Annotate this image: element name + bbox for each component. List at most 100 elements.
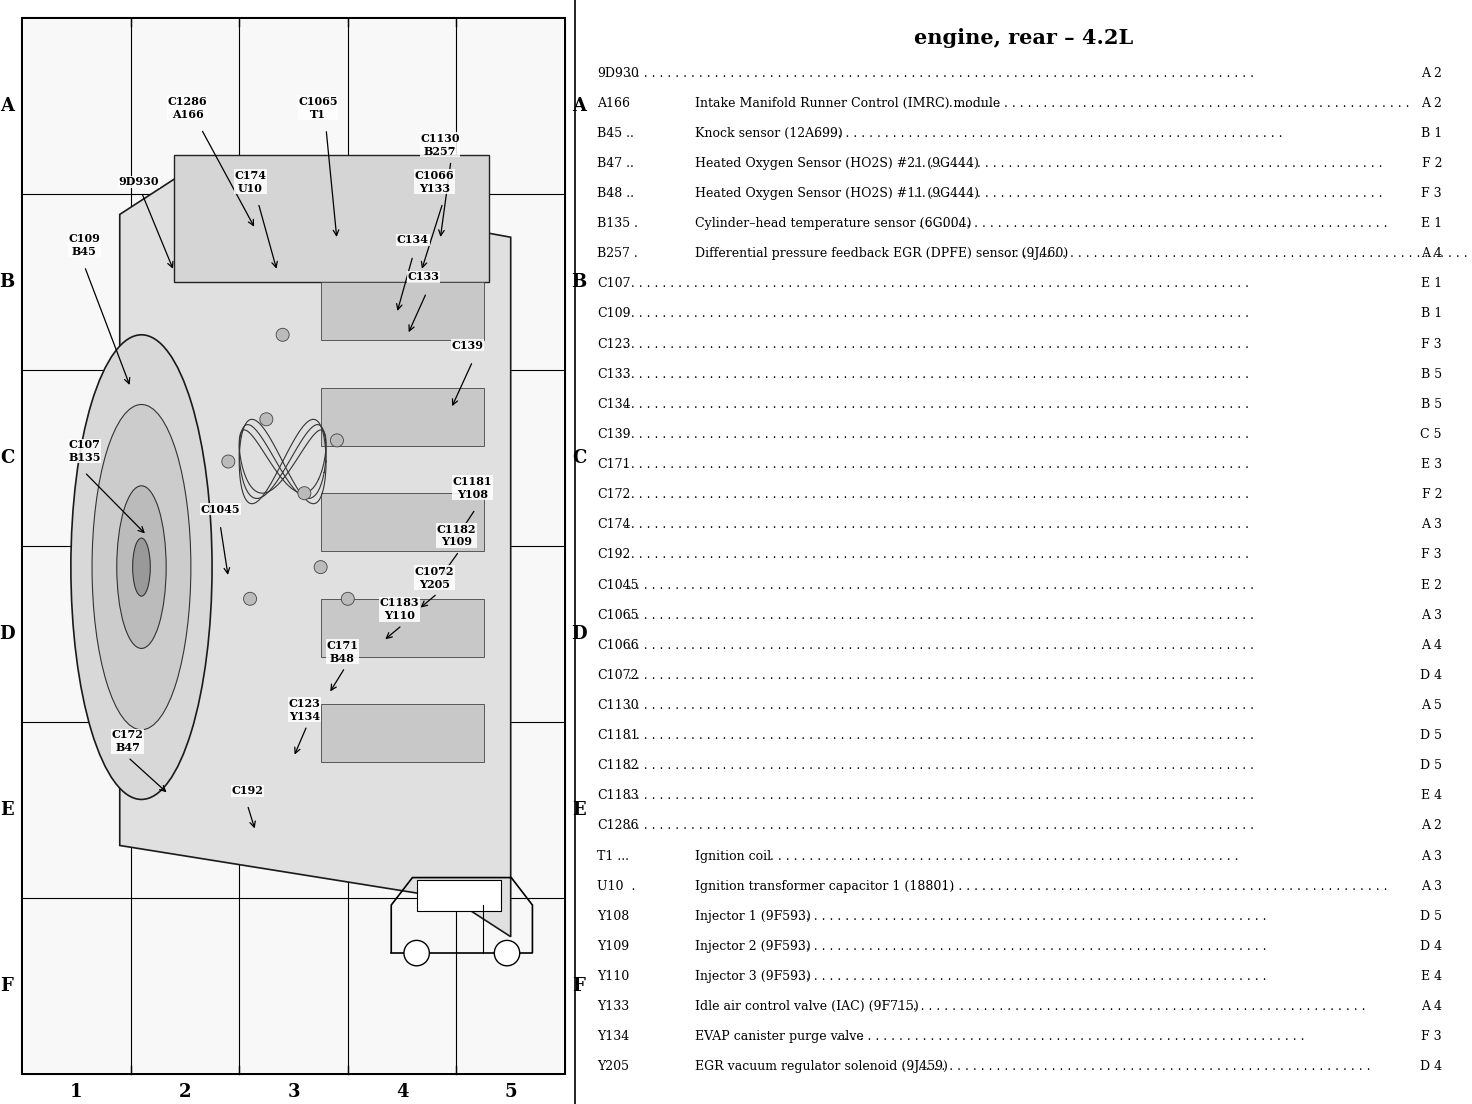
Text: F 3: F 3 (1422, 549, 1443, 562)
Text: A 2: A 2 (1420, 97, 1443, 109)
Text: C174
U10: C174 U10 (234, 170, 266, 193)
Text: C1183: C1183 (598, 789, 639, 803)
Ellipse shape (93, 404, 191, 730)
Text: 9D930: 9D930 (598, 66, 639, 79)
Text: Y109: Y109 (598, 940, 629, 953)
Text: C172
B47: C172 B47 (112, 730, 144, 753)
Text: D 5: D 5 (1420, 910, 1443, 923)
Text: C1130
B257: C1130 B257 (421, 132, 459, 157)
Text: . . . . . . . . . . . . . . . . . . . . . . . . . . . . . . . . . . . . . . . . : . . . . . . . . . . . . . . . . . . . . … (624, 608, 1254, 622)
Text: C1065: C1065 (598, 608, 639, 622)
Text: . . . . . . . . . . . . . . . . . . . . . . . . . . . . . . . . . . . . . . . . : . . . . . . . . . . . . . . . . . . . . … (811, 127, 1284, 140)
Text: 5: 5 (505, 1083, 517, 1101)
Text: . . . . . . . . . . . . . . . . . . . . . . . . . . . . . . . . . . . . . . . . : . . . . . . . . . . . . . . . . . . . . … (910, 157, 1382, 170)
Text: Y108: Y108 (598, 910, 629, 923)
Text: A 3: A 3 (1420, 518, 1443, 531)
Text: . . . . . . . . . . . . . . . . . . . . . . . . . . . . . . . . . . . . . . . . : . . . . . . . . . . . . . . . . . . . . … (624, 66, 1254, 79)
Text: C107: C107 (598, 277, 630, 290)
Text: F: F (573, 977, 586, 995)
Circle shape (297, 487, 311, 500)
Text: C1045: C1045 (598, 578, 639, 592)
Circle shape (261, 413, 272, 426)
Text: C1130: C1130 (598, 699, 639, 712)
Text: F 3: F 3 (1422, 187, 1443, 200)
Text: Y205: Y205 (598, 1061, 629, 1073)
Text: Differential pressure feedback EGR (DPFE) sensor (9J460): Differential pressure feedback EGR (DPFE… (695, 247, 1069, 261)
Text: . . . . . . . . . . . . . . . . . . . . . . . . . . . . . . . . . . . . . . . . : . . . . . . . . . . . . . . . . . . . . … (624, 578, 1254, 592)
Text: Injector 2 (9F593): Injector 2 (9F593) (695, 940, 811, 953)
Text: Ignition coil: Ignition coil (695, 850, 771, 862)
Text: A: A (573, 97, 586, 115)
Text: C: C (0, 449, 15, 467)
Text: E 4: E 4 (1420, 970, 1443, 983)
Text: A 3: A 3 (1420, 880, 1443, 893)
Text: C1072: C1072 (598, 669, 639, 682)
Text: C133: C133 (598, 368, 630, 381)
Text: C134: C134 (598, 397, 630, 411)
Text: EGR vacuum regulator solenoid (9J459): EGR vacuum regulator solenoid (9J459) (695, 1061, 948, 1073)
Text: C192: C192 (231, 785, 263, 796)
Text: Idle air control valve (IAC) (9F715): Idle air control valve (IAC) (9F715) (695, 1000, 919, 1013)
Text: C139: C139 (452, 340, 483, 351)
Text: D 4: D 4 (1420, 669, 1443, 682)
Text: C174: C174 (598, 518, 630, 531)
Circle shape (243, 592, 256, 605)
Text: . . . . . . . . . . . . . . . . . . . . . . . . . . . . . . . . . . . . . . . . : . . . . . . . . . . . . . . . . . . . . … (620, 549, 1250, 562)
Text: . . . . . . . . . . . . . . . . . . . . . . . . . . . . . . . . . . . . . . . . : . . . . . . . . . . . . . . . . . . . . … (624, 669, 1254, 682)
Text: . . . . . . . . . . . . . . . . . . . . . . . . . . . . . . . . . . . . . . . . : . . . . . . . . . . . . . . . . . . . . … (620, 277, 1250, 290)
Text: Ignition transformer capacitor 1 (18801): Ignition transformer capacitor 1 (18801) (695, 880, 954, 893)
Text: A 4: A 4 (1420, 247, 1443, 261)
Text: Heated Oxygen Sensor (HO2S) #21 (9G444): Heated Oxygen Sensor (HO2S) #21 (9G444) (695, 157, 979, 170)
Text: C1182: C1182 (598, 760, 639, 772)
Text: Y134: Y134 (598, 1030, 629, 1043)
Text: D 4: D 4 (1420, 1061, 1443, 1073)
Text: . . . . . . . . . . . . . . . . . . . . . . . . . . . . . . . . . . . . . . . . : . . . . . . . . . . . . . . . . . . . . … (624, 639, 1254, 651)
Text: 9D930: 9D930 (118, 177, 159, 188)
Circle shape (403, 941, 430, 966)
Text: C172: C172 (598, 488, 630, 501)
Text: A 4: A 4 (1420, 639, 1443, 651)
Text: . . . . . . . . . . . . . . . . . . . . . . . . . . . . . . . . . . . . . . . . : . . . . . . . . . . . . . . . . . . . . … (620, 397, 1250, 411)
Text: C1183
Y110: C1183 Y110 (380, 597, 420, 622)
Text: D 4: D 4 (1420, 940, 1443, 953)
Text: A 2: A 2 (1420, 819, 1443, 832)
Text: C1286
A166: C1286 A166 (168, 96, 208, 119)
Text: C: C (571, 449, 586, 467)
Bar (321, 704, 483, 763)
Circle shape (342, 592, 355, 605)
Text: . . . . . . . . . . . . . . . . . . . . . . . . . . . . . . . . . . . . . . . . : . . . . . . . . . . . . . . . . . . . . … (624, 699, 1254, 712)
Text: E: E (573, 802, 586, 819)
Text: . . . . . . . . . . . . . . . . . . . . . . . . . . . . . . . . . . . . . . . . : . . . . . . . . . . . . . . . . . . . . … (910, 187, 1382, 200)
Ellipse shape (71, 335, 212, 799)
Text: A 3: A 3 (1420, 850, 1443, 862)
Bar (321, 388, 483, 446)
Text: A166: A166 (598, 97, 630, 109)
Text: B: B (571, 273, 587, 291)
Text: 1: 1 (71, 1083, 82, 1101)
Text: . . . . . . . . . . . . . . . . . . . . . . . . . . . . . . . . . . . . . . . . : . . . . . . . . . . . . . . . . . . . . … (624, 789, 1254, 803)
Text: C1066
Y133: C1066 Y133 (415, 170, 455, 193)
Text: Y133: Y133 (598, 1000, 629, 1013)
Text: E 3: E 3 (1420, 458, 1443, 471)
Text: . . . . . . . . . . . . . . . . . . . . . . . . . . . . . . . . . . . . . . . . : . . . . . . . . . . . . . . . . . . . . … (916, 217, 1388, 230)
Text: B45 ..: B45 .. (598, 127, 634, 140)
Text: B 1: B 1 (1420, 307, 1443, 320)
Bar (321, 282, 483, 340)
Text: C1066: C1066 (598, 639, 639, 651)
Text: EVAP canister purge valve: EVAP canister purge valve (695, 1030, 864, 1043)
Text: F 3: F 3 (1422, 1030, 1443, 1043)
Bar (22, 18, 565, 1074)
Text: C1065
T1: C1065 T1 (299, 96, 337, 119)
Text: Heated Oxygen Sensor (HO2S) #11 (9G444): Heated Oxygen Sensor (HO2S) #11 (9G444) (695, 187, 979, 200)
Text: . . . . . . . . . . . . . . . . . . . . . . . . . . . . . . . . . . . . . . . . : . . . . . . . . . . . . . . . . . . . . … (916, 880, 1388, 893)
Text: F 3: F 3 (1422, 338, 1443, 351)
Bar (417, 880, 502, 911)
Text: C109
B45: C109 B45 (69, 233, 100, 257)
Text: . . . . . . . . . . . . . . . . . . . . . . . . . . . . . . . . . . . . . . . . : . . . . . . . . . . . . . . . . . . . . … (620, 307, 1250, 320)
Text: E 2: E 2 (1420, 578, 1443, 592)
Text: F: F (0, 977, 13, 995)
Text: C 5: C 5 (1420, 428, 1443, 440)
Text: B 1: B 1 (1420, 127, 1443, 140)
Text: . . . . . . . . . . . . . . . . . . . . . . . . . . . . . . . . . . . . . . . . : . . . . . . . . . . . . . . . . . . . . … (793, 910, 1266, 923)
Text: A 5: A 5 (1420, 699, 1443, 712)
